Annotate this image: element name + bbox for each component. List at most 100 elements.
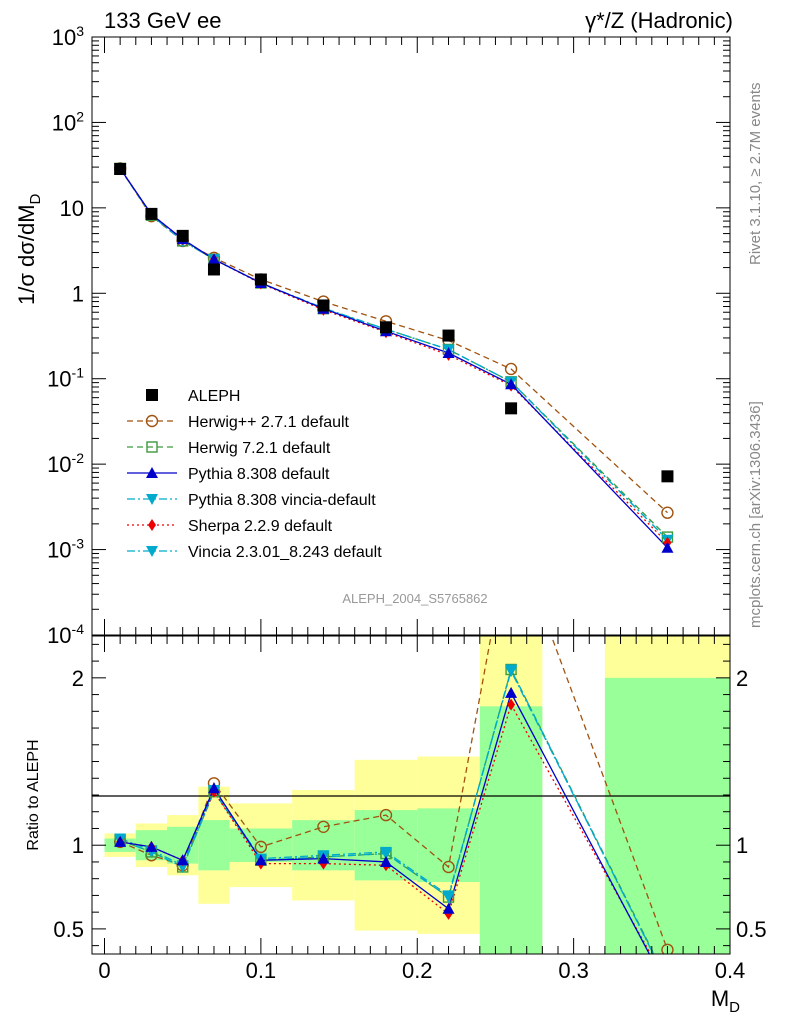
- series-line-herwigpp: [119, 168, 668, 514]
- ratio-point-pythia: [145, 840, 158, 852]
- ratio-point-vincia: [505, 666, 518, 678]
- ratio-point-herwigpp: [254, 840, 268, 854]
- ratio-point-herwig7: [662, 976, 672, 986]
- ratio-y-tick-label-left: 0.5: [53, 917, 84, 942]
- point-herwigpp: [504, 362, 518, 376]
- legend-label-pythia: Pythia 8.308 default: [188, 466, 330, 483]
- legend-marker-pythia_vincia: [146, 494, 158, 505]
- band-inner: [604, 677, 730, 954]
- ratio-uncertainty-bands: [104, 636, 730, 954]
- legend-label-herwigpp: Herwig++ 2.7.1 default: [188, 414, 350, 431]
- legend-label-data: ALEPH: [188, 388, 240, 405]
- series-line-pythia: [119, 168, 668, 549]
- legend-marker-data: [146, 389, 158, 401]
- ratio-line-pythia_vincia: [119, 667, 654, 954]
- ratio-point-pythia_vincia: [661, 977, 673, 988]
- main-series-markers: [113, 162, 674, 553]
- legend-marker-herwigpp: [145, 414, 159, 428]
- ratio-series-markers: [113, 522, 674, 993]
- ratio-point-herwigpp: [506, 522, 517, 533]
- ratio-point-herwigpp: [442, 860, 455, 874]
- ratio-point-pythia: [379, 855, 392, 867]
- ratio-y-tick-label-right: 0.5: [736, 917, 767, 942]
- legend-label-pythia_vincia: Pythia 8.308 vincia-default: [188, 492, 376, 509]
- ratio-line-pythia: [119, 691, 651, 954]
- point-data: [379, 321, 392, 334]
- ratio-y-axis: 0.5 0.5 1 1 2 2: [53, 643, 767, 947]
- ratio-panel: 0.5 0.51 12 2 0 0.1 0.2 0.3 0.4 Ratio to ALEPH …: [25, 37, 767, 1016]
- ratio-y-tick-label-left: 2: [72, 666, 84, 691]
- ratio-point-herwigpp: [379, 808, 393, 822]
- point-data: [317, 299, 330, 312]
- legend: ALEPH Herwig++ 2.7.1 default Herwig 7.2.1 …: [127, 388, 382, 561]
- ratio-line-vincia: [119, 669, 655, 954]
- point-data: [145, 207, 158, 220]
- ratio-point-vincia: [661, 977, 673, 988]
- x-tick-label: 0: [98, 958, 110, 983]
- ratio-point-vincia: [442, 890, 455, 902]
- legend-marker-sherpa: [148, 519, 156, 531]
- series-line-pythia_vincia: [119, 168, 668, 541]
- x-axis-label: MD: [711, 986, 740, 1016]
- x-axis: 0 0.1 0.2 0.3 0.4: [98, 37, 745, 983]
- ratio-point-pythia: [442, 902, 455, 914]
- point-pythia: [505, 378, 518, 390]
- point-data: [254, 273, 267, 286]
- point-data: [442, 329, 455, 342]
- ratio-point-pythia: [661, 982, 673, 993]
- y-tick-label: 10: [60, 196, 84, 221]
- y-tick-label: 10-1: [47, 365, 84, 392]
- y-tick-label: 1: [72, 281, 84, 306]
- point-data: [661, 470, 674, 483]
- series-line-sherpa: [119, 168, 668, 544]
- ratio-y-tick-label-right: 1: [736, 833, 748, 858]
- point-data: [207, 263, 220, 276]
- series-line-vincia: [119, 168, 668, 541]
- main-panel: 10-4 10-3 10-2 10-1 1 10 102 103 1/σ dσ/dMD ALE…: [14, 23, 731, 648]
- ratio-point-vincia: [379, 846, 392, 858]
- plot-title-right: γ*/Z (Hadronic): [585, 8, 733, 33]
- band-inner: [479, 706, 543, 954]
- ratio-point-sherpa: [663, 978, 671, 990]
- x-tick-label: 0.2: [402, 958, 433, 983]
- x-tick-label: 0.4: [715, 958, 746, 983]
- ratio-line-sherpa: [119, 702, 652, 954]
- point-herwigpp: [661, 506, 674, 519]
- ratio-y-tick-label-left: 1: [72, 833, 84, 858]
- legend-label-sherpa: Sherpa 2.2.9 default: [188, 518, 333, 535]
- x-tick-label: 0.1: [246, 958, 277, 983]
- legend-marker-herwig7: [146, 441, 158, 453]
- ratio-point-herwigpp: [661, 943, 674, 954]
- y-tick-label: 10-2: [47, 450, 84, 477]
- point-pythia: [661, 541, 674, 553]
- plot-title-left: 133 GeV ee: [104, 8, 221, 33]
- ratio-point-pythia: [176, 854, 189, 866]
- analysis-label: ALEPH_2004_S5765862: [342, 591, 487, 606]
- main-y-axis: 10-4 10-3 10-2 10-1 1 10 102 103: [47, 23, 730, 648]
- ratio-point-herwigpp: [317, 820, 330, 833]
- ratio-y-tick-label-right: 2: [736, 666, 748, 691]
- ratio-series-lines: [119, 636, 669, 954]
- legend-label-vincia: Vincia 2.3.01_8.243 default: [188, 544, 382, 561]
- ratio-point-pythia: [505, 686, 518, 698]
- ratio-line-herwigpp: [119, 636, 669, 951]
- y-tick-label: 10-3: [47, 536, 84, 563]
- main-series-lines: [119, 168, 668, 549]
- y-tick-label: 102: [52, 108, 84, 135]
- legend-marker-pythia: [146, 467, 158, 478]
- y-tick-label: 103: [52, 23, 84, 50]
- main-frame: [91, 36, 731, 636]
- point-data: [114, 163, 127, 176]
- legend-marker-vincia: [146, 546, 158, 557]
- mcplots-label: mcplots.cern.ch [arXiv:1306.3436]: [747, 401, 764, 628]
- band-inner: [198, 820, 230, 871]
- ratio-point-sherpa: [507, 698, 516, 711]
- point-data: [176, 229, 189, 242]
- ratio-y-axis-label: Ratio to ALEPH: [25, 739, 42, 850]
- ratio-point-pythia: [207, 782, 220, 794]
- ratio-point-pythia: [114, 835, 127, 847]
- ratio-point-pythia: [317, 852, 330, 864]
- ratio-point-pythia: [254, 854, 267, 866]
- rivet-version-label: Rivet 3.1.10, ≥ 2.7M events: [747, 83, 764, 266]
